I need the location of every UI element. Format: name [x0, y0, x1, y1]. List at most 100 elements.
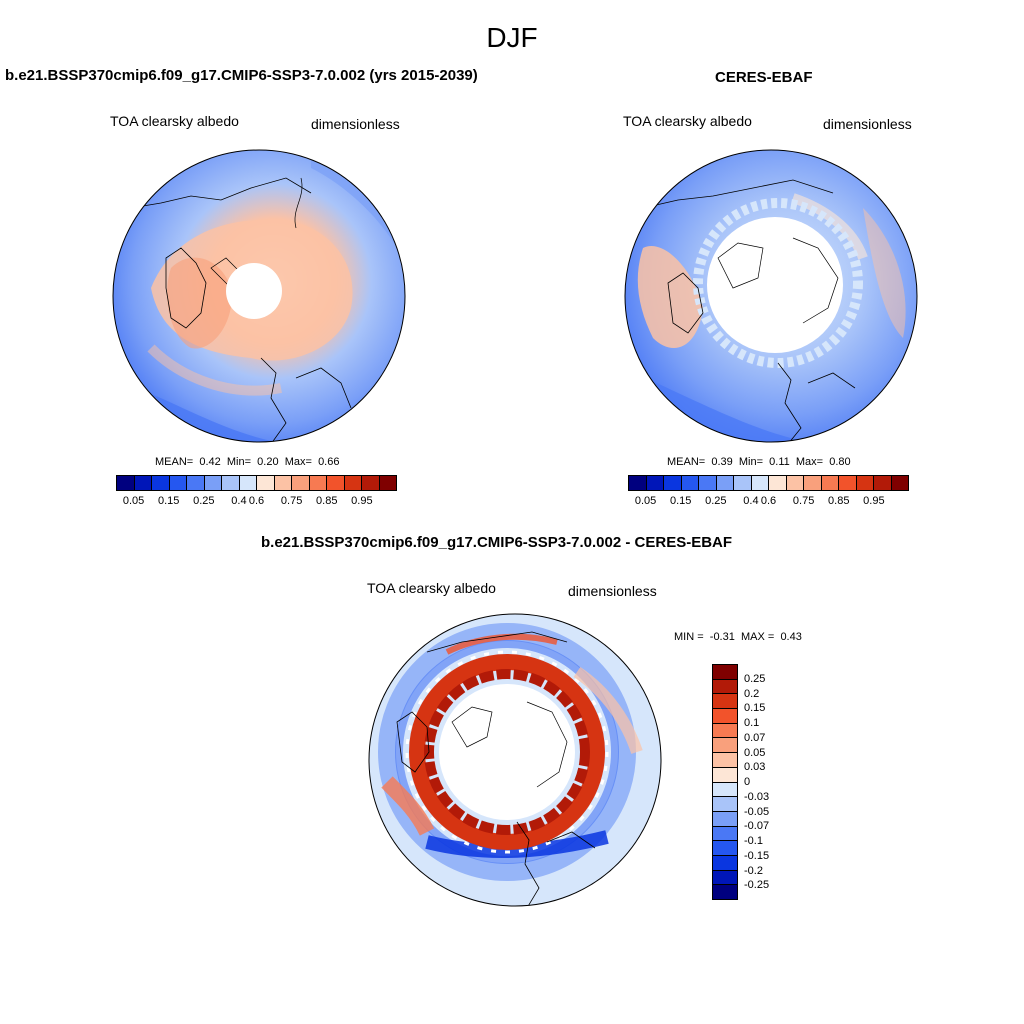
colorbar-tick-label: 0.05: [122, 495, 145, 507]
colorbar-tick-label: -0.25: [744, 879, 770, 892]
colorbar-swatch: [204, 476, 222, 490]
colorbar-swatch: [713, 797, 737, 812]
colorbar-swatch: [646, 476, 664, 490]
diff-variable-label: TOA clearsky albedo: [367, 580, 496, 596]
colorbar-swatch: [713, 885, 737, 899]
colorbar-swatch: [821, 476, 839, 490]
model-mean-label: MEAN=: [155, 456, 194, 468]
colorbar-swatch: [134, 476, 152, 490]
colorbar-swatch: [327, 476, 345, 490]
model-mean-value: 0.42: [199, 456, 221, 468]
colorbar-swatch: [169, 476, 187, 490]
diff-panel-title: b.e21.BSSP370cmip6.f09_g17.CMIP6-SSP3-7.…: [261, 534, 733, 551]
obs-colorbar: [628, 475, 909, 491]
colorbar-swatch: [379, 476, 396, 490]
colorbar-swatch: [713, 753, 737, 768]
obs-mean-value: 0.39: [711, 456, 733, 468]
model-units-label: dimensionless: [311, 116, 400, 132]
colorbar-swatch: [309, 476, 327, 490]
colorbar-swatch: [713, 782, 737, 798]
colorbar-swatch: [681, 476, 699, 490]
colorbar-swatch: [769, 476, 787, 490]
colorbar-swatch: [713, 841, 737, 856]
obs-units-label: dimensionless: [823, 116, 912, 132]
obs-max-value: 0.80: [829, 456, 851, 468]
colorbar-tick-label: -0.03: [744, 790, 770, 803]
colorbar-tick-label: 0: [744, 776, 751, 788]
colorbar-tick-label: 0.95: [351, 495, 373, 507]
colorbar-swatch: [152, 476, 170, 490]
colorbar-tick-label: 0.4: [231, 495, 247, 507]
colorbar-swatch: [629, 476, 647, 490]
colorbar-swatch: [239, 476, 257, 490]
colorbar-tick-label: 0.75: [280, 495, 303, 507]
colorbar-swatch: [856, 476, 874, 490]
colorbar-tick-label: 0.25: [705, 495, 727, 507]
model-min-label: Min=: [226, 456, 252, 468]
diff-max-value: 0.43: [780, 631, 802, 643]
colorbar-tick-label: -0.07: [744, 820, 770, 833]
diff-min-label: MIN =: [674, 631, 704, 643]
model-panel-title: b.e21.BSSP370cmip6.f09_g17.CMIP6-SSP3-7.…: [5, 67, 478, 84]
colorbar-swatch: [699, 476, 717, 490]
model-max-label: Max=: [284, 456, 312, 468]
obs-variable-label: TOA clearsky albedo: [623, 113, 752, 129]
colorbar-swatch: [891, 476, 908, 490]
colorbar-swatch: [664, 476, 682, 490]
diff-colorbar-ticks: 0.25 0.2 0.15 0.1 0.07 0.05 0.03 0 -0.03 -0.05 -0.…: [744, 664, 784, 900]
colorbar-swatch: [839, 476, 857, 490]
colorbar-tick-label: 0.15: [669, 495, 692, 507]
diff-max-label: MAX =: [740, 631, 775, 643]
colorbar-swatch: [804, 476, 822, 490]
obs-stats: MEAN= 0.39 Min= 0.11 Max= 0.80: [667, 456, 851, 468]
season-title: DJF: [486, 22, 538, 53]
obs-polar-map: [624, 149, 918, 443]
colorbar-swatch: [257, 476, 275, 490]
colorbar-swatch: [187, 476, 205, 490]
colorbar-swatch: [713, 694, 737, 710]
colorbar-swatch: [713, 723, 737, 739]
diff-min-value: -0.31: [709, 631, 735, 643]
model-variable-label: TOA clearsky albedo: [110, 113, 239, 129]
colorbar-swatch: [713, 870, 737, 886]
colorbar-swatch: [713, 826, 737, 842]
colorbar-tick-label: -0.15: [744, 849, 770, 862]
diff-polar-map: [368, 613, 662, 907]
model-polar-map: [112, 149, 406, 443]
colorbar-swatch: [713, 767, 737, 783]
colorbar-tick-label: 0.6: [248, 495, 265, 507]
diff-colorbar: [712, 664, 738, 900]
colorbar-tick-label: -0.2: [744, 864, 763, 877]
colorbar-swatch: [713, 679, 737, 695]
colorbar-tick-label: 0.07: [744, 731, 766, 744]
colorbar-swatch: [117, 476, 135, 490]
colorbar-tick-label: 0.2: [744, 687, 760, 700]
colorbar-swatch: [734, 476, 752, 490]
obs-min-label: Min=: [738, 456, 764, 468]
diff-stats: MIN = -0.31 MAX = 0.43: [674, 631, 802, 643]
colorbar-tick-label: 0.85: [316, 495, 338, 507]
obs-min-value: 0.11: [769, 456, 790, 468]
colorbar-swatch: [713, 665, 737, 680]
colorbar-tick-label: -0.1: [744, 835, 763, 847]
colorbar-tick-label: 0.15: [744, 702, 766, 715]
colorbar-swatch: [874, 476, 892, 490]
colorbar-swatch: [713, 811, 737, 827]
colorbar-swatch: [222, 476, 240, 490]
obs-colorbar-ticks: 0.05 0.15 0.25 0.4 0.6 0.75 0.85 0.95: [628, 495, 909, 509]
colorbar-swatch: [713, 709, 737, 724]
diff-units-label: dimensionless: [568, 583, 657, 599]
colorbar-tick-label: 0.15: [157, 495, 180, 507]
colorbar-swatch: [292, 476, 310, 490]
colorbar-swatch: [713, 738, 737, 754]
model-colorbar: [116, 475, 397, 491]
colorbar-tick-label: -0.05: [744, 805, 770, 818]
model-stats: MEAN= 0.42 Min= 0.20 Max= 0.66: [155, 456, 339, 468]
model-max-value: 0.66: [318, 456, 340, 468]
colorbar-tick-label: 0.25: [193, 495, 215, 507]
colorbar-swatch: [713, 855, 737, 871]
colorbar-swatch: [716, 476, 734, 490]
colorbar-tick-label: 0.1: [744, 717, 760, 729]
colorbar-tick-label: 0.05: [744, 746, 766, 759]
obs-panel-title: CERES-EBAF: [715, 69, 813, 86]
